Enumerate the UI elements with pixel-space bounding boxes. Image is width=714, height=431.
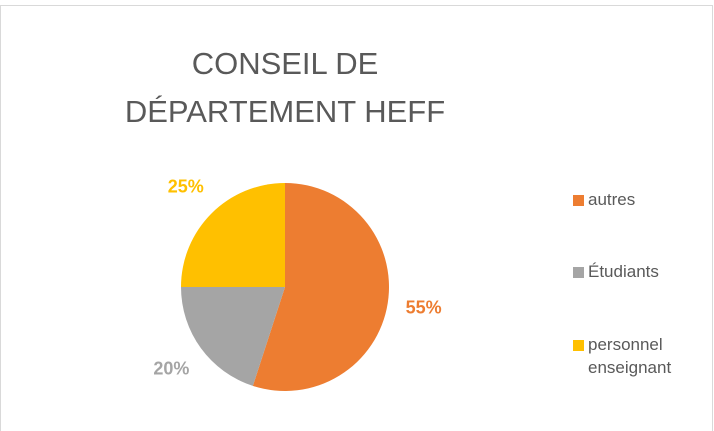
legend-label: personnel enseignant <box>588 335 672 377</box>
chart-title: CONSEIL DE DÉPARTEMENT HEFF <box>124 46 446 129</box>
data-label: 20% <box>153 358 189 378</box>
legend-label: autres <box>588 190 636 209</box>
legend-swatch <box>573 267 584 278</box>
pie-slice <box>252 183 389 391</box>
chart-border <box>0 5 713 431</box>
data-label: 25% <box>168 176 204 196</box>
data-label: 55% <box>406 298 442 318</box>
legend-label: Étudiants <box>588 262 659 281</box>
pie-slice <box>181 183 285 287</box>
legend-swatch <box>573 340 584 351</box>
pie-slice <box>181 287 285 386</box>
legend-swatch <box>573 195 584 206</box>
